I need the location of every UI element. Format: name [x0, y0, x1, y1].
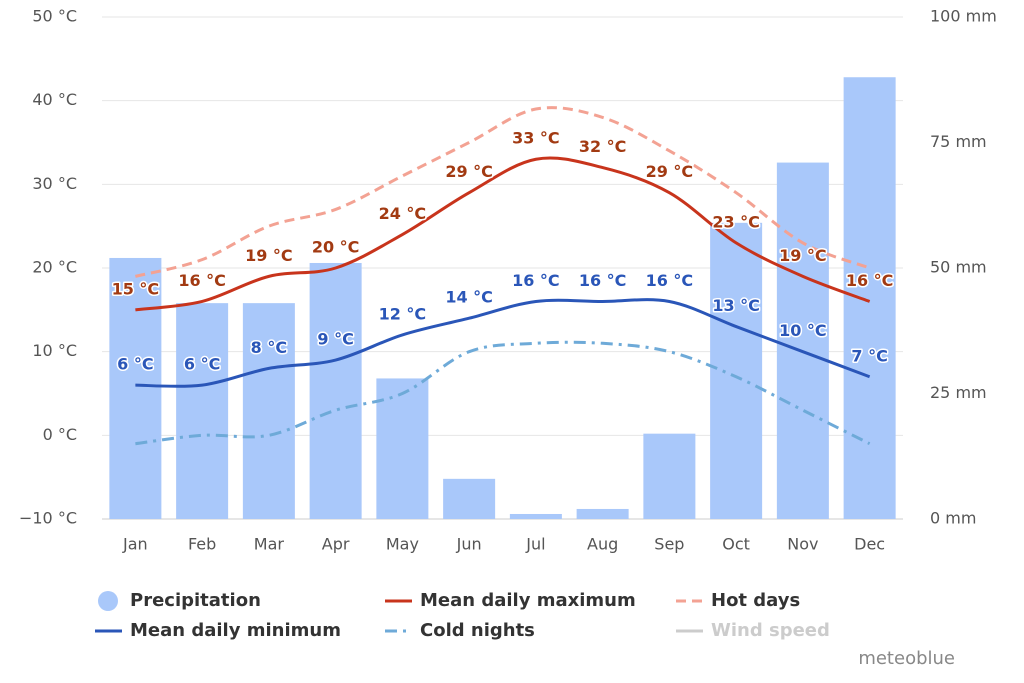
legend: Precipitation Mean daily maximum Hot days M… [95, 590, 830, 641]
bar [443, 478, 496, 519]
x-tick-label: Jan [122, 535, 148, 554]
line [135, 298, 871, 388]
legend-label: Hot days [711, 590, 800, 611]
bar [176, 303, 229, 519]
x-tick-label: Mar [254, 535, 285, 554]
data-label: 6 °C [117, 355, 153, 374]
data-label: 33 °C [512, 129, 560, 148]
x-tick-label: Aug [587, 535, 618, 554]
data-label: 29 °C [445, 162, 493, 181]
data-label: 6 °C [184, 355, 220, 374]
data-label: 10 °C [779, 321, 827, 340]
x-tick-label: May [386, 535, 419, 554]
y2-tick-label: 75 mm [930, 132, 987, 151]
bar [643, 433, 696, 519]
bar [309, 262, 362, 519]
y2-tick-label: 25 mm [930, 383, 987, 402]
data-label: 16 °C [646, 271, 694, 290]
bar [710, 222, 763, 519]
data-label: 16 °C [512, 271, 560, 290]
data-label: 16 °C [579, 271, 627, 290]
bars [109, 77, 896, 520]
data-label: 23 °C [712, 212, 760, 231]
legend-label: Wind speed [711, 620, 830, 641]
y-tick-label: 10 °C [32, 341, 77, 360]
y2-tick-label: 50 mm [930, 258, 987, 277]
y-tick-label: −10 °C [19, 509, 77, 528]
bar [843, 77, 896, 520]
line [135, 340, 871, 446]
legend-label: Precipitation [130, 590, 261, 611]
line [135, 106, 871, 278]
y2-tick-label: 0 mm [930, 509, 976, 528]
y-tick-label: 30 °C [32, 174, 77, 193]
data-label: 15 °C [112, 279, 160, 298]
legend-swatch [98, 591, 118, 611]
x-tick-label: Feb [188, 535, 216, 554]
data-label: 29 °C [646, 162, 694, 181]
data-label: 32 °C [579, 137, 627, 156]
y-tick-label: 40 °C [32, 90, 77, 109]
labels: −10 °C 0 °C 10 °C 20 °C 30 °C 40 °C 50 °C 0 mm 2… [19, 7, 997, 554]
data-label: 12 °C [379, 304, 427, 323]
y-tick-label: 50 °C [32, 7, 77, 26]
y-tick-label: 0 °C [43, 425, 77, 444]
bar [509, 513, 562, 519]
data-label: 16 °C [178, 271, 226, 290]
legend-label: Cold nights [420, 620, 535, 641]
x-tick-label: Dec [854, 535, 885, 554]
x-tick-label: Oct [722, 535, 750, 554]
bar [576, 508, 629, 519]
data-label: 13 °C [712, 296, 760, 315]
x-tick-label: Jul [525, 535, 545, 554]
bar [376, 378, 429, 519]
y2-tick-label: 100 mm [930, 7, 997, 26]
data-label: 20 °C [312, 238, 360, 257]
data-label: 14 °C [445, 288, 493, 307]
x-tick-label: Sep [654, 535, 684, 554]
x-tick-label: Nov [787, 535, 818, 554]
data-label: 9 °C [317, 330, 353, 349]
line [135, 156, 871, 312]
data-label: 16 °C [846, 271, 894, 290]
bar [242, 303, 295, 519]
bar [776, 162, 829, 519]
bar [109, 257, 162, 519]
data-label: 19 °C [779, 246, 827, 265]
legend-label: Mean daily maximum [420, 590, 636, 611]
watermark: meteoblue [858, 648, 955, 669]
x-tick-label: Apr [322, 535, 350, 554]
y-tick-label: 20 °C [32, 258, 77, 277]
data-label: 19 °C [245, 246, 293, 265]
x-tick-label: Jun [456, 535, 482, 554]
data-label: 24 °C [379, 204, 427, 223]
legend-label: Mean daily minimum [130, 620, 341, 641]
data-label: 7 °C [851, 346, 887, 365]
lines [135, 106, 871, 446]
data-label: 8 °C [251, 338, 287, 357]
